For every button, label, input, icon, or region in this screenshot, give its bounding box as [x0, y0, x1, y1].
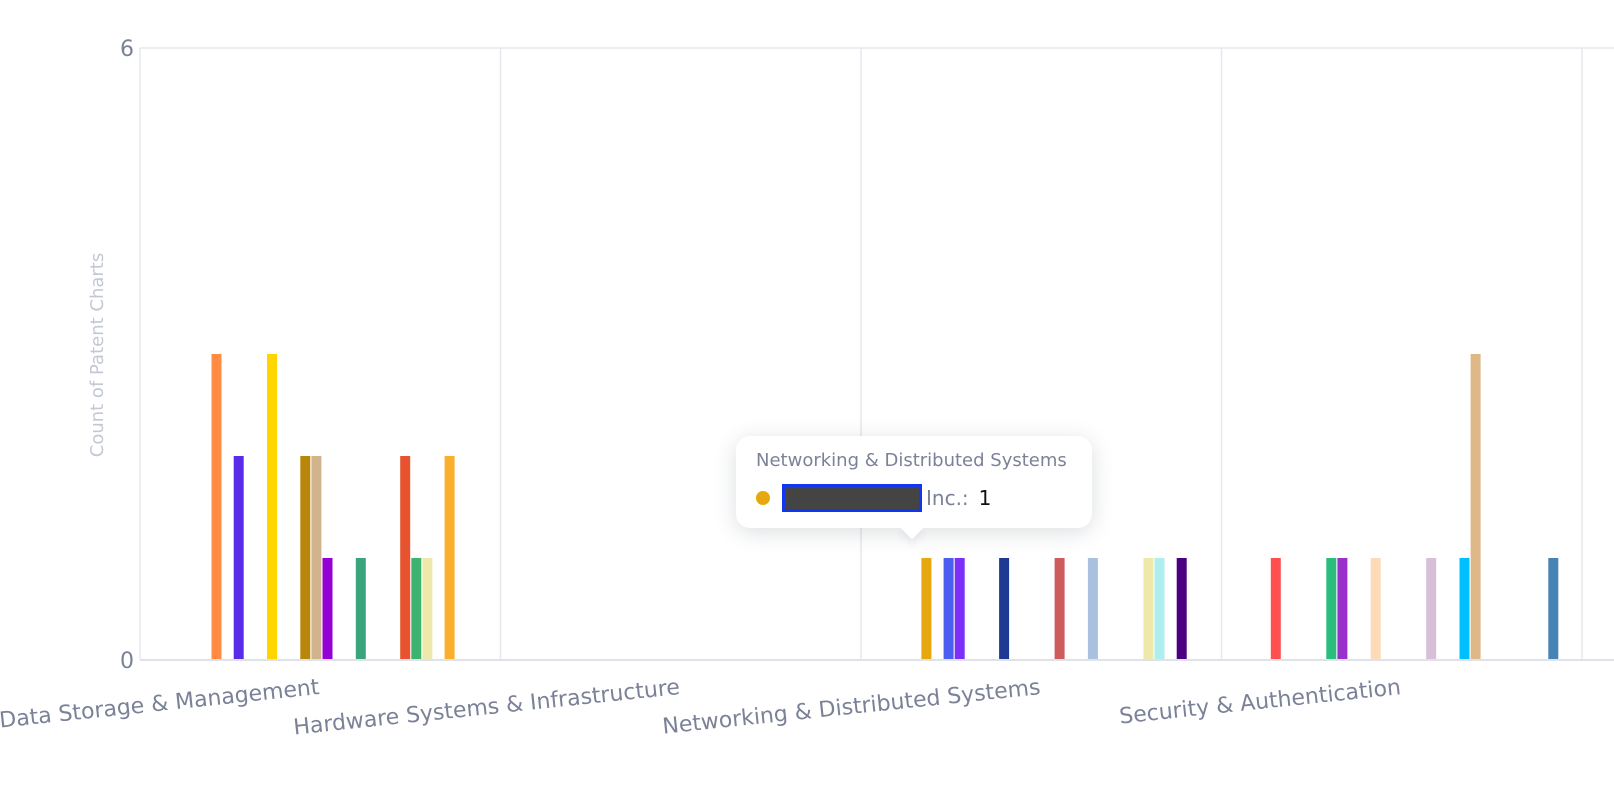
tooltip-title: Networking & Distributed Systems — [756, 450, 1067, 471]
tooltip-row: Inc.: 1 — [756, 482, 991, 514]
bar[interactable] — [1176, 558, 1187, 660]
x-tick-label: Hardware Systems & Infrastructure — [292, 675, 681, 740]
bar[interactable] — [355, 558, 366, 660]
bar[interactable] — [1270, 558, 1281, 660]
tooltip-series-label: Inc.: — [926, 486, 969, 510]
bar[interactable] — [1143, 558, 1154, 660]
bar[interactable] — [267, 354, 277, 660]
bar[interactable] — [1426, 558, 1437, 660]
bar[interactable] — [1470, 354, 1481, 660]
bar[interactable] — [1548, 558, 1559, 660]
grid-lines — [139, 47, 1614, 660]
x-tick-label: Data Storage & Management — [0, 675, 321, 734]
bar[interactable] — [1337, 558, 1348, 660]
bar[interactable] — [411, 558, 422, 660]
bar[interactable] — [954, 558, 965, 660]
bar[interactable] — [322, 558, 333, 660]
bar[interactable] — [1087, 558, 1098, 660]
bar[interactable] — [1370, 558, 1381, 660]
series-color-dot — [756, 491, 770, 505]
bar[interactable] — [943, 558, 954, 660]
bar[interactable] — [211, 354, 222, 660]
bar[interactable] — [1326, 558, 1337, 660]
bar[interactable] — [400, 456, 411, 660]
bar[interactable] — [1459, 558, 1470, 660]
bar[interactable] — [422, 558, 433, 660]
x-tick-label: Security & Authentication — [1118, 675, 1402, 729]
bar[interactable] — [311, 456, 322, 660]
redacted-series-name — [782, 484, 922, 512]
x-tick-label: Networking & Distributed Systems — [661, 675, 1041, 740]
bar[interactable] — [921, 558, 932, 660]
bar[interactable] — [300, 456, 311, 660]
tooltip-value: 1 — [978, 486, 992, 510]
bar[interactable] — [444, 456, 455, 660]
y-tick-label: 6 — [120, 37, 134, 62]
bar[interactable] — [1154, 558, 1165, 660]
tooltip: Networking & Distributed Systems Inc.: 1 — [736, 436, 1092, 540]
bar[interactable] — [233, 456, 244, 660]
bar[interactable] — [999, 558, 1010, 660]
y-axis-label: Count of Patent Charts — [87, 253, 108, 458]
y-tick-label: 0 — [120, 649, 134, 674]
bars — [211, 354, 1559, 660]
bar[interactable] — [1054, 558, 1065, 660]
